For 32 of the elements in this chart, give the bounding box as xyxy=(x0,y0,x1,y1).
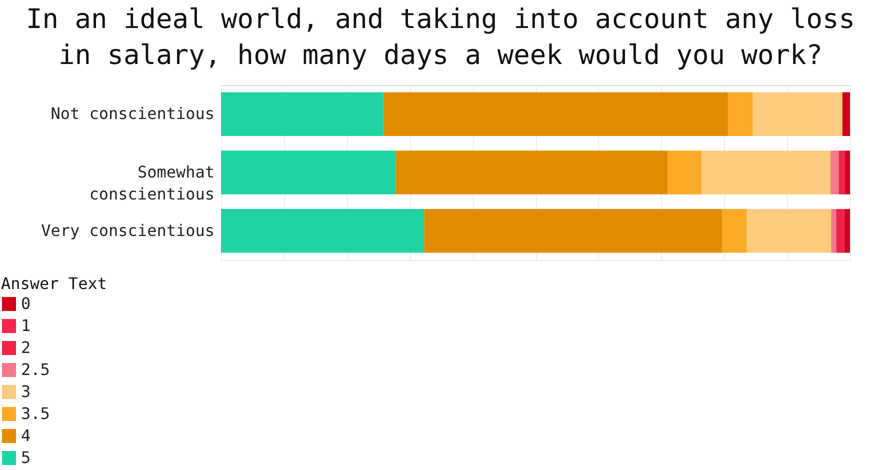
bar xyxy=(752,92,842,136)
legend-title: Answer Text xyxy=(1,274,107,293)
bar xyxy=(396,150,668,194)
bar xyxy=(221,208,424,253)
y-tick-label: Not conscientious xyxy=(50,104,214,124)
bar xyxy=(221,92,384,136)
legend-label: 2.5 xyxy=(21,360,50,379)
legend-label: 4 xyxy=(21,426,31,445)
bar xyxy=(842,92,850,136)
bar xyxy=(830,150,839,194)
bar xyxy=(702,150,830,194)
bar xyxy=(221,150,396,194)
bar xyxy=(383,92,728,136)
bar xyxy=(728,92,753,136)
bar xyxy=(831,208,836,253)
bar xyxy=(838,150,845,194)
bar xyxy=(722,208,747,253)
y-tick-label: Somewhat conscientious xyxy=(89,162,214,204)
bar xyxy=(836,208,844,253)
legend-label: 3.5 xyxy=(21,404,50,423)
bar xyxy=(844,150,850,194)
y-tick-label: Very conscientious xyxy=(41,220,214,240)
chart-title: In an ideal world, and taking into account any loss in salary, how many days a week would you work? xyxy=(26,4,856,71)
legend-label: 3 xyxy=(21,382,31,401)
bar xyxy=(844,208,850,253)
legend-label: 0 xyxy=(21,294,31,313)
bar xyxy=(424,208,722,253)
legend-label: 1 xyxy=(21,316,31,335)
bar xyxy=(746,208,832,253)
legend-label: 5 xyxy=(21,448,31,467)
legend-label: 2 xyxy=(21,338,31,357)
bar xyxy=(668,150,702,194)
